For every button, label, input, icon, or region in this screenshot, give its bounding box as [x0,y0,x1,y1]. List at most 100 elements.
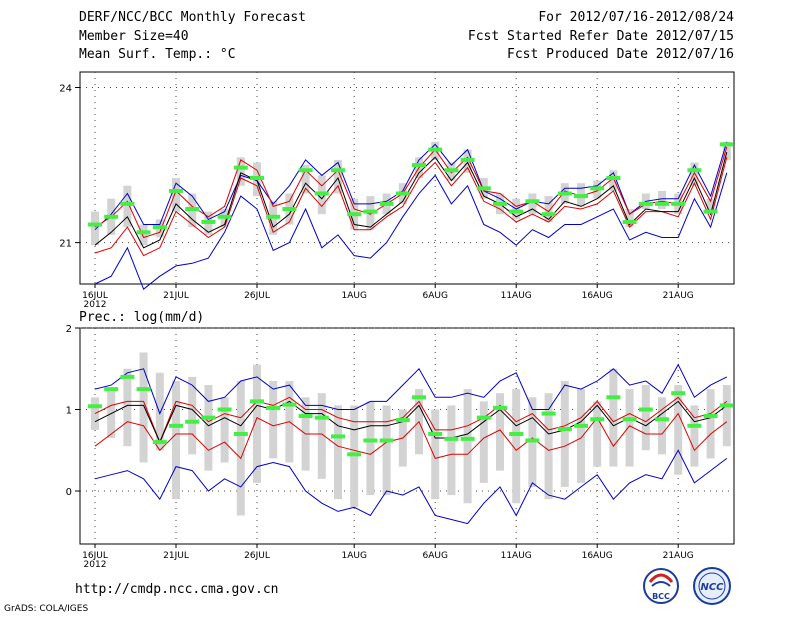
temp-marker [185,207,200,212]
temp-series-max [94,141,728,231]
temp-frame [79,71,735,285]
temp-marker [395,191,410,196]
precip-spread-box [463,389,472,504]
temp-marker [169,188,183,193]
precip-x-tick-label: 26JUL [244,551,270,561]
precip-x-tick-label: 11AUG [501,551,532,561]
refer-date: Fcst Started Refer Date 2012/07/15 [467,29,734,44]
precip-marker [331,434,345,439]
precip-spread-box [317,393,326,479]
precip-spread-box [706,389,715,459]
temp-spread-box [658,190,666,210]
temp-y-tick-label: 24 [59,84,72,95]
temp-x-tick-label: 16JUL [82,291,108,301]
temp-y-tick-label: 21 [59,239,72,250]
precip-series-max [94,363,728,415]
temp-spread-box [139,224,148,246]
chart-title: DERF/NCC/BCC Monthly Forecast [79,10,306,25]
precip-spread-box [155,372,164,451]
temp-spread-box [236,157,245,186]
temp-spread-box [334,159,342,194]
precip-spread-box [220,397,229,463]
temp-spread-box [301,165,310,194]
temp-marker [363,209,378,214]
precip-marker [655,417,669,422]
precip-marker [671,391,686,396]
ncc-logo-text: NCC [700,582,724,593]
precip-x-tick-label: 16AUG [582,551,613,561]
precip-series-lower [94,412,728,460]
precip-marker [476,415,491,420]
temp-spread-box [528,193,537,215]
precip-spread-box [366,401,375,496]
temp-x-tick-label: 21JUL [163,291,189,301]
precip-marker [525,438,540,443]
precip-marker [460,436,475,441]
precip-marker [638,407,653,412]
precip-y-tick-label: 0 [66,487,72,498]
source-url[interactable]: http://cmdp.ncc.cma.gov.cn [75,582,279,597]
temp-marker [120,201,135,206]
precip-spread-box [172,380,180,500]
precip-marker [622,417,637,422]
temp-marker [298,168,313,173]
temp-x-year-label: 2012 [84,300,107,310]
temp-x-tick-label: 6AUG [422,291,447,301]
temp-marker [557,191,572,196]
precip-spread-box [188,376,197,455]
temp-marker [525,199,540,204]
temp-marker [719,142,734,147]
precip-spread-box [496,393,504,471]
temp-marker [266,214,281,219]
temp-x-tick-label: 1AUG [341,291,366,301]
precip-x-tick-label: 21JUL [163,551,189,561]
temp-x-tick-label: 16AUG [582,291,613,301]
temp-marker [606,176,621,180]
temp-marker [476,186,491,191]
temp-marker [671,201,686,206]
precip-marker [557,427,572,432]
temp-spread-box [544,196,553,222]
temperature-panel: 21 24 16JUL 21JUL 26JUL 1AUG 6AUG 11AUG 16AUG 21A… [59,71,735,310]
precip-spread-box [431,409,440,500]
temp-series-mean [94,151,728,249]
precip-spread-box [560,380,569,487]
temp-marker [638,201,653,206]
precip-spread-box [674,385,683,475]
temp-marker [250,176,264,180]
precip-spread-box [690,405,699,467]
temp-series-min [94,172,728,291]
precip-spread-box [253,364,261,483]
precip-spread-box [641,385,650,451]
temp-marker [574,194,588,199]
precip-marker [509,431,524,436]
precip-marker [687,423,702,428]
temp-marker [687,168,702,173]
precipitation-panel: 0 1 2 16JUL 21JUL 26JUL 1AUG 6AUG 11AUG 16AUG 21AU… [66,324,735,570]
precip-marker [88,404,102,409]
precip-spread-box [334,405,342,500]
precip-marker [363,438,378,443]
precip-marker [250,399,264,404]
precip-marker [266,405,281,410]
precip-panel-title: Prec.: log(mm/d) [79,310,205,325]
precip-marker [233,431,248,436]
temp-marker [703,209,718,214]
temp-spread-box [625,209,634,228]
temp-x-tick-label: 11AUG [501,291,532,301]
temp-marker [282,207,297,212]
precip-marker [314,415,329,420]
precip-y-tick-label: 1 [66,406,72,417]
precip-marker [217,407,232,412]
precip-marker [379,438,394,443]
precip-y-tick-label: 2 [66,324,72,335]
precip-marker [606,395,621,400]
precip-spread-box [236,380,245,516]
precip-spread-box [350,405,359,508]
precip-series-upper [94,396,728,444]
precip-spread-box [722,385,731,447]
temp-marker [509,209,524,214]
precip-series-mean [94,400,728,444]
precip-marker [541,411,556,416]
